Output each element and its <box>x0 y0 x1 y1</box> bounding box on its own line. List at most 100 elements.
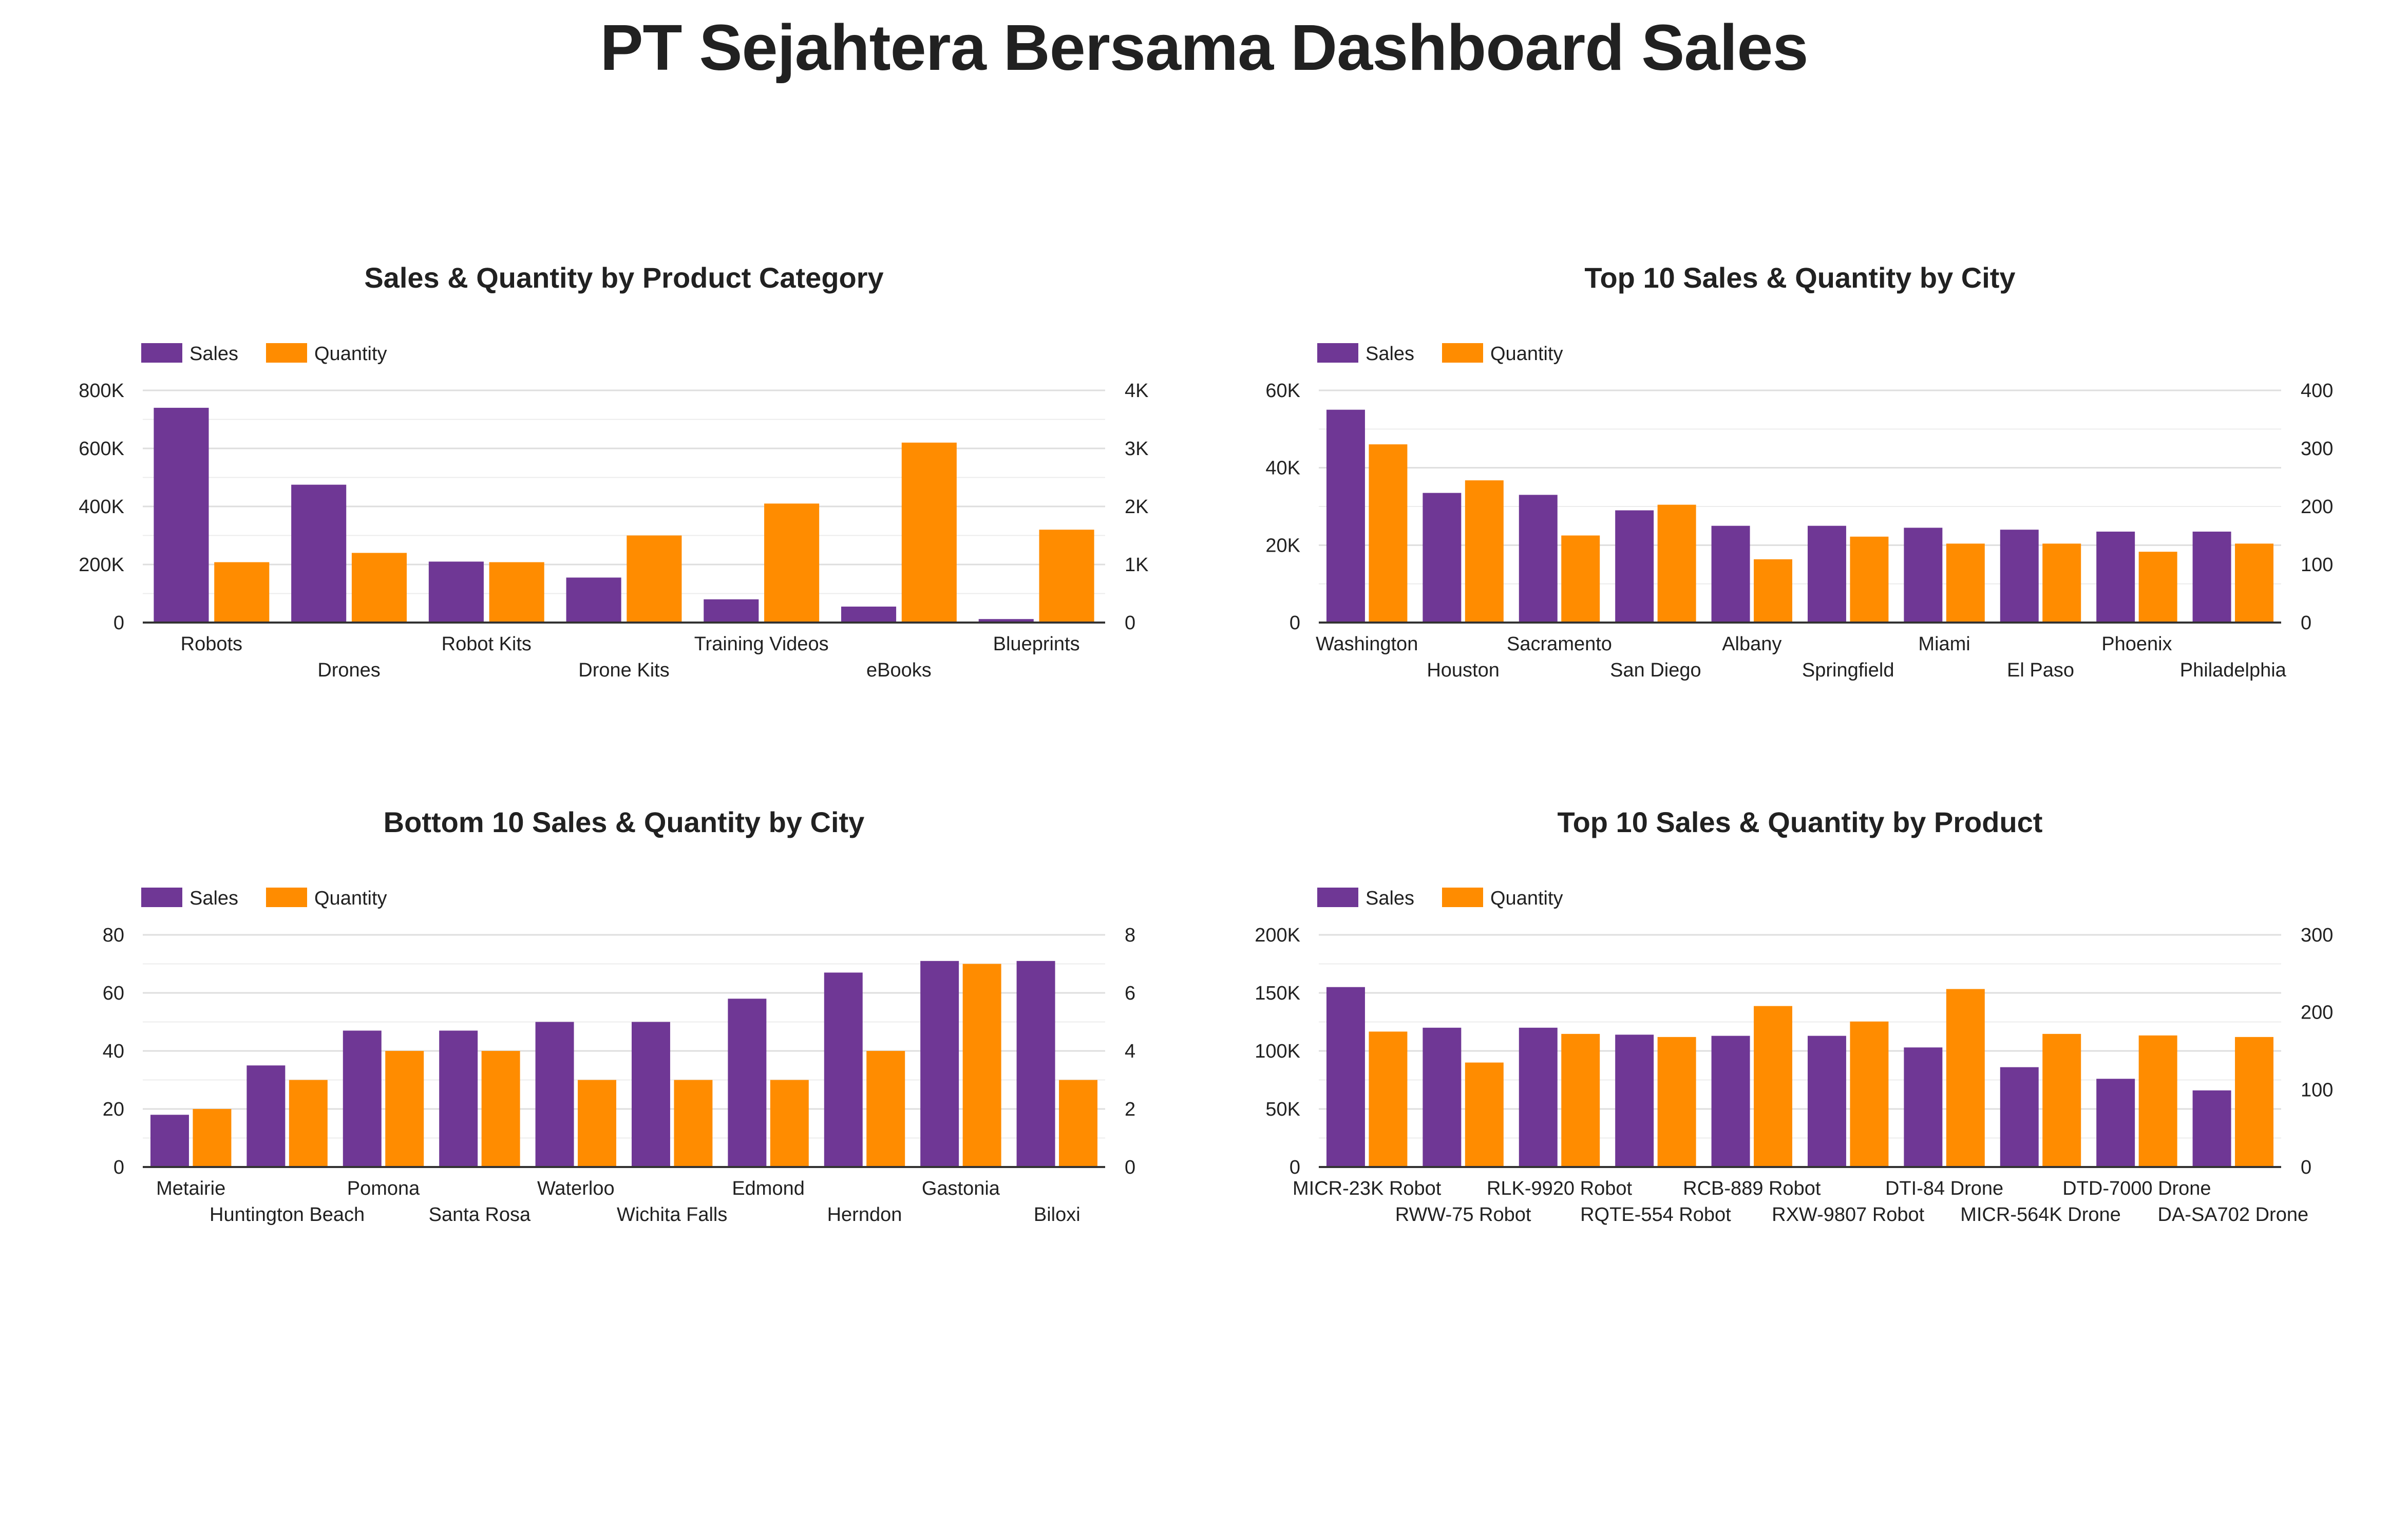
bar-quantity[interactable] <box>1561 1033 1600 1167</box>
bar-sales[interactable] <box>1519 1027 1558 1167</box>
bar-sales[interactable] <box>704 599 759 623</box>
bar-quantity[interactable] <box>1946 989 1985 1167</box>
bar-sales[interactable] <box>1711 525 1750 623</box>
x-category-label: RCB-889 Robot <box>1683 1178 1821 1199</box>
bar-quantity[interactable] <box>2235 1037 2274 1167</box>
bar-sales[interactable] <box>1016 961 1055 1167</box>
bar-quantity[interactable] <box>214 562 270 623</box>
bar-quantity[interactable] <box>627 535 682 623</box>
bar-sales[interactable] <box>2192 1090 2231 1167</box>
bar-sales[interactable] <box>1807 525 1846 623</box>
bar-sales[interactable] <box>1904 528 1943 623</box>
bar-sales[interactable] <box>1615 1034 1654 1167</box>
bar-sales[interactable] <box>154 407 209 623</box>
bar-sales[interactable] <box>1423 493 1462 623</box>
bar-sales[interactable] <box>728 999 767 1167</box>
y-tick-label: 800K <box>79 380 124 402</box>
bar-sales[interactable] <box>2000 1067 2039 1167</box>
bar-quantity[interactable] <box>770 1080 809 1168</box>
bar-sales[interactable] <box>343 1030 382 1167</box>
bar-quantity[interactable] <box>1369 444 1408 623</box>
bar-quantity[interactable] <box>351 553 407 623</box>
bar-sales[interactable] <box>1615 510 1654 623</box>
dashboard-title: PT Sejahtera Bersama Dashboard Sales <box>600 11 1808 84</box>
bar-quantity[interactable] <box>489 562 544 623</box>
bar-quantity[interactable] <box>2042 543 2081 623</box>
y2-tick-label: 3K <box>1125 438 1148 460</box>
bar-quantity[interactable] <box>901 442 957 623</box>
bar-sales[interactable] <box>824 972 863 1167</box>
bar-quantity[interactable] <box>1465 1062 1504 1167</box>
bar-quantity[interactable] <box>289 1080 328 1168</box>
chart-svg: Sales & Quantity by Product Category Sale… <box>79 261 1148 681</box>
bar-sales[interactable] <box>535 1022 574 1168</box>
bar-sales[interactable] <box>1326 409 1365 623</box>
bar-quantity[interactable] <box>481 1051 520 1167</box>
bar-sales[interactable] <box>2096 531 2135 623</box>
y-tick-label: 600K <box>79 438 124 460</box>
bar-quantity[interactable] <box>2042 1033 2081 1167</box>
bar-sales[interactable] <box>1807 1036 1846 1167</box>
x-category-label: Sacramento <box>1507 633 1612 655</box>
y-tick-label: 0 <box>1290 1157 1300 1178</box>
bar-sales[interactable] <box>2192 531 2231 623</box>
bar-quantity[interactable] <box>578 1080 617 1168</box>
x-category-label: RLK-9920 Robot <box>1487 1178 1633 1199</box>
bar-sales[interactable] <box>631 1022 670 1168</box>
bar-quantity[interactable] <box>866 1051 905 1167</box>
legend-swatch-quantity <box>266 343 307 363</box>
bar-quantity[interactable] <box>193 1109 232 1167</box>
bar-sales[interactable] <box>2000 530 2039 623</box>
y-tick-label: 0 <box>113 612 124 634</box>
bar-quantity[interactable] <box>1754 1006 1793 1167</box>
bar-quantity[interactable] <box>1657 504 1696 623</box>
bar-sales[interactable] <box>978 619 1034 623</box>
chart-title: Bottom 10 Sales & Quantity by City <box>384 806 865 838</box>
bar-sales[interactable] <box>1423 1027 1462 1167</box>
bar-sales[interactable] <box>428 561 484 623</box>
y2-tick-label: 0 <box>1125 1157 1135 1178</box>
legend-swatch-sales <box>141 888 182 907</box>
bar-quantity[interactable] <box>1465 480 1504 623</box>
bar-sales[interactable] <box>2096 1079 2135 1167</box>
bar-quantity[interactable] <box>1946 543 1985 623</box>
y2-tick-label: 8 <box>1125 925 1135 946</box>
bar-quantity[interactable] <box>764 503 820 623</box>
bar-quantity[interactable] <box>385 1051 424 1167</box>
x-category-label: eBooks <box>866 660 932 681</box>
y2-tick-label: 100 <box>2301 1079 2333 1101</box>
bar-quantity[interactable] <box>1850 536 1889 623</box>
bar-quantity[interactable] <box>2235 543 2274 623</box>
bar-quantity[interactable] <box>1039 530 1094 623</box>
y2-tick-label: 6 <box>1125 983 1135 1004</box>
bar-quantity[interactable] <box>2138 1035 2177 1167</box>
legend-label-quantity: Quantity <box>314 343 387 365</box>
y2-tick-label: 1K <box>1125 554 1148 576</box>
bar-sales[interactable] <box>920 961 959 1167</box>
bar-quantity[interactable] <box>1561 535 1600 623</box>
bar-sales[interactable] <box>1326 987 1365 1167</box>
bar-quantity[interactable] <box>674 1080 713 1168</box>
y-tick-label: 80 <box>103 925 124 946</box>
bar-quantity[interactable] <box>1850 1021 1889 1167</box>
bar-sales[interactable] <box>566 577 621 623</box>
bar-sales[interactable] <box>291 484 347 623</box>
bar-quantity[interactable] <box>2138 552 2177 623</box>
bar-sales[interactable] <box>841 606 897 623</box>
x-category-label: Wichita Falls <box>617 1204 727 1226</box>
bar-quantity[interactable] <box>962 964 1001 1168</box>
bar-quantity[interactable] <box>1754 559 1793 623</box>
bar-quantity[interactable] <box>1059 1080 1098 1168</box>
y-tick-label: 200K <box>1255 925 1300 946</box>
legend-label-sales: Sales <box>189 343 238 365</box>
bar-quantity[interactable] <box>1369 1031 1408 1167</box>
bar-sales[interactable] <box>150 1115 189 1167</box>
bar-sales[interactable] <box>1519 495 1558 623</box>
x-category-label: Huntington Beach <box>210 1204 365 1226</box>
bar-quantity[interactable] <box>1657 1037 1696 1167</box>
x-category-label: Miami <box>1918 633 1970 655</box>
bar-sales[interactable] <box>247 1065 286 1167</box>
bar-sales[interactable] <box>1904 1047 1943 1167</box>
bar-sales[interactable] <box>1711 1036 1750 1167</box>
bar-sales[interactable] <box>439 1030 478 1167</box>
